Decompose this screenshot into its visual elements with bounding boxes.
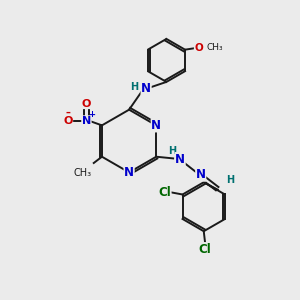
Text: H: H bbox=[168, 146, 176, 156]
Text: H: H bbox=[226, 175, 234, 185]
Text: N: N bbox=[196, 168, 206, 181]
Text: Cl: Cl bbox=[158, 186, 171, 199]
Text: N: N bbox=[151, 119, 161, 132]
Text: N: N bbox=[141, 82, 151, 95]
Text: N: N bbox=[124, 166, 134, 179]
Text: +: + bbox=[88, 110, 95, 119]
Text: N: N bbox=[82, 116, 91, 126]
Text: O: O bbox=[194, 43, 203, 53]
Text: Cl: Cl bbox=[199, 243, 211, 256]
Text: –: – bbox=[65, 108, 70, 118]
Text: H: H bbox=[130, 82, 138, 92]
Text: O: O bbox=[82, 99, 91, 109]
Text: O: O bbox=[63, 116, 73, 126]
Text: CH₃: CH₃ bbox=[207, 43, 223, 52]
Text: CH₃: CH₃ bbox=[74, 167, 92, 178]
Text: N: N bbox=[175, 153, 185, 166]
